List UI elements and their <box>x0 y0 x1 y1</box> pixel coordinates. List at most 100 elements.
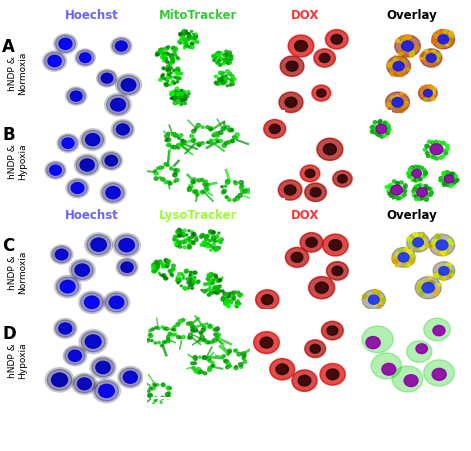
Circle shape <box>155 262 159 265</box>
Circle shape <box>216 247 218 249</box>
Circle shape <box>403 193 406 197</box>
Circle shape <box>370 131 374 134</box>
Circle shape <box>208 324 212 328</box>
Circle shape <box>155 327 158 329</box>
Circle shape <box>228 60 231 62</box>
Circle shape <box>181 93 184 96</box>
Text: 0  μm 25: 0 μm 25 <box>257 111 279 116</box>
Circle shape <box>424 185 428 188</box>
Circle shape <box>417 236 420 238</box>
Circle shape <box>220 242 222 244</box>
Circle shape <box>426 146 430 149</box>
Circle shape <box>305 184 326 202</box>
Circle shape <box>165 59 168 60</box>
Circle shape <box>395 263 399 267</box>
Circle shape <box>445 145 449 148</box>
Circle shape <box>386 132 390 135</box>
Circle shape <box>441 278 446 281</box>
Circle shape <box>191 329 195 332</box>
Circle shape <box>182 43 185 45</box>
Circle shape <box>421 91 425 94</box>
Circle shape <box>215 276 218 279</box>
Circle shape <box>65 347 85 364</box>
Circle shape <box>317 139 343 161</box>
Circle shape <box>413 236 415 238</box>
Circle shape <box>158 273 160 274</box>
Circle shape <box>209 127 212 131</box>
Circle shape <box>229 55 232 58</box>
Circle shape <box>409 260 414 264</box>
Circle shape <box>103 291 130 314</box>
Circle shape <box>402 68 405 71</box>
Circle shape <box>201 127 204 129</box>
Circle shape <box>402 262 406 266</box>
Circle shape <box>222 63 226 65</box>
Circle shape <box>164 181 168 184</box>
Circle shape <box>177 58 180 61</box>
Circle shape <box>280 57 304 77</box>
Circle shape <box>220 78 224 81</box>
Circle shape <box>159 51 163 54</box>
Circle shape <box>427 188 430 191</box>
Circle shape <box>208 275 211 277</box>
Circle shape <box>194 358 197 361</box>
Circle shape <box>234 366 238 370</box>
Circle shape <box>233 297 235 299</box>
Circle shape <box>216 327 219 331</box>
Circle shape <box>420 292 424 295</box>
Circle shape <box>222 83 226 86</box>
Circle shape <box>238 294 241 297</box>
Circle shape <box>393 62 404 72</box>
Circle shape <box>193 178 196 181</box>
Circle shape <box>170 55 173 58</box>
Circle shape <box>254 332 279 354</box>
Circle shape <box>81 331 105 352</box>
Circle shape <box>172 47 175 50</box>
Text: D: D <box>2 325 16 342</box>
Circle shape <box>362 327 393 353</box>
Circle shape <box>166 138 171 142</box>
Circle shape <box>87 235 111 255</box>
Circle shape <box>406 259 410 262</box>
Circle shape <box>174 181 176 183</box>
Circle shape <box>65 88 87 106</box>
Circle shape <box>214 249 219 252</box>
Circle shape <box>232 298 235 301</box>
Circle shape <box>233 299 235 300</box>
Text: Hoechst: Hoechst <box>65 208 119 221</box>
Circle shape <box>85 335 101 349</box>
Circle shape <box>162 74 164 76</box>
Circle shape <box>171 93 174 97</box>
Circle shape <box>214 76 218 78</box>
Circle shape <box>176 69 179 73</box>
Circle shape <box>426 54 430 57</box>
Circle shape <box>216 333 220 337</box>
Circle shape <box>410 166 414 170</box>
Circle shape <box>44 53 65 71</box>
Circle shape <box>54 276 81 298</box>
Circle shape <box>196 143 201 147</box>
Circle shape <box>239 181 244 185</box>
Circle shape <box>179 43 181 45</box>
Circle shape <box>211 231 215 235</box>
Circle shape <box>179 243 181 245</box>
Circle shape <box>403 189 406 193</box>
Circle shape <box>234 182 238 185</box>
Circle shape <box>305 170 315 178</box>
Circle shape <box>439 267 449 276</box>
Circle shape <box>392 366 423 392</box>
Circle shape <box>233 78 236 81</box>
Circle shape <box>442 155 445 158</box>
Circle shape <box>404 375 418 387</box>
Circle shape <box>381 299 385 303</box>
Circle shape <box>414 198 418 201</box>
Circle shape <box>371 128 375 131</box>
Circle shape <box>447 37 452 42</box>
Circle shape <box>397 182 400 185</box>
Circle shape <box>409 53 414 57</box>
Circle shape <box>185 96 188 99</box>
Circle shape <box>214 57 216 59</box>
Circle shape <box>185 46 187 48</box>
Circle shape <box>207 368 211 372</box>
Circle shape <box>157 327 160 330</box>
